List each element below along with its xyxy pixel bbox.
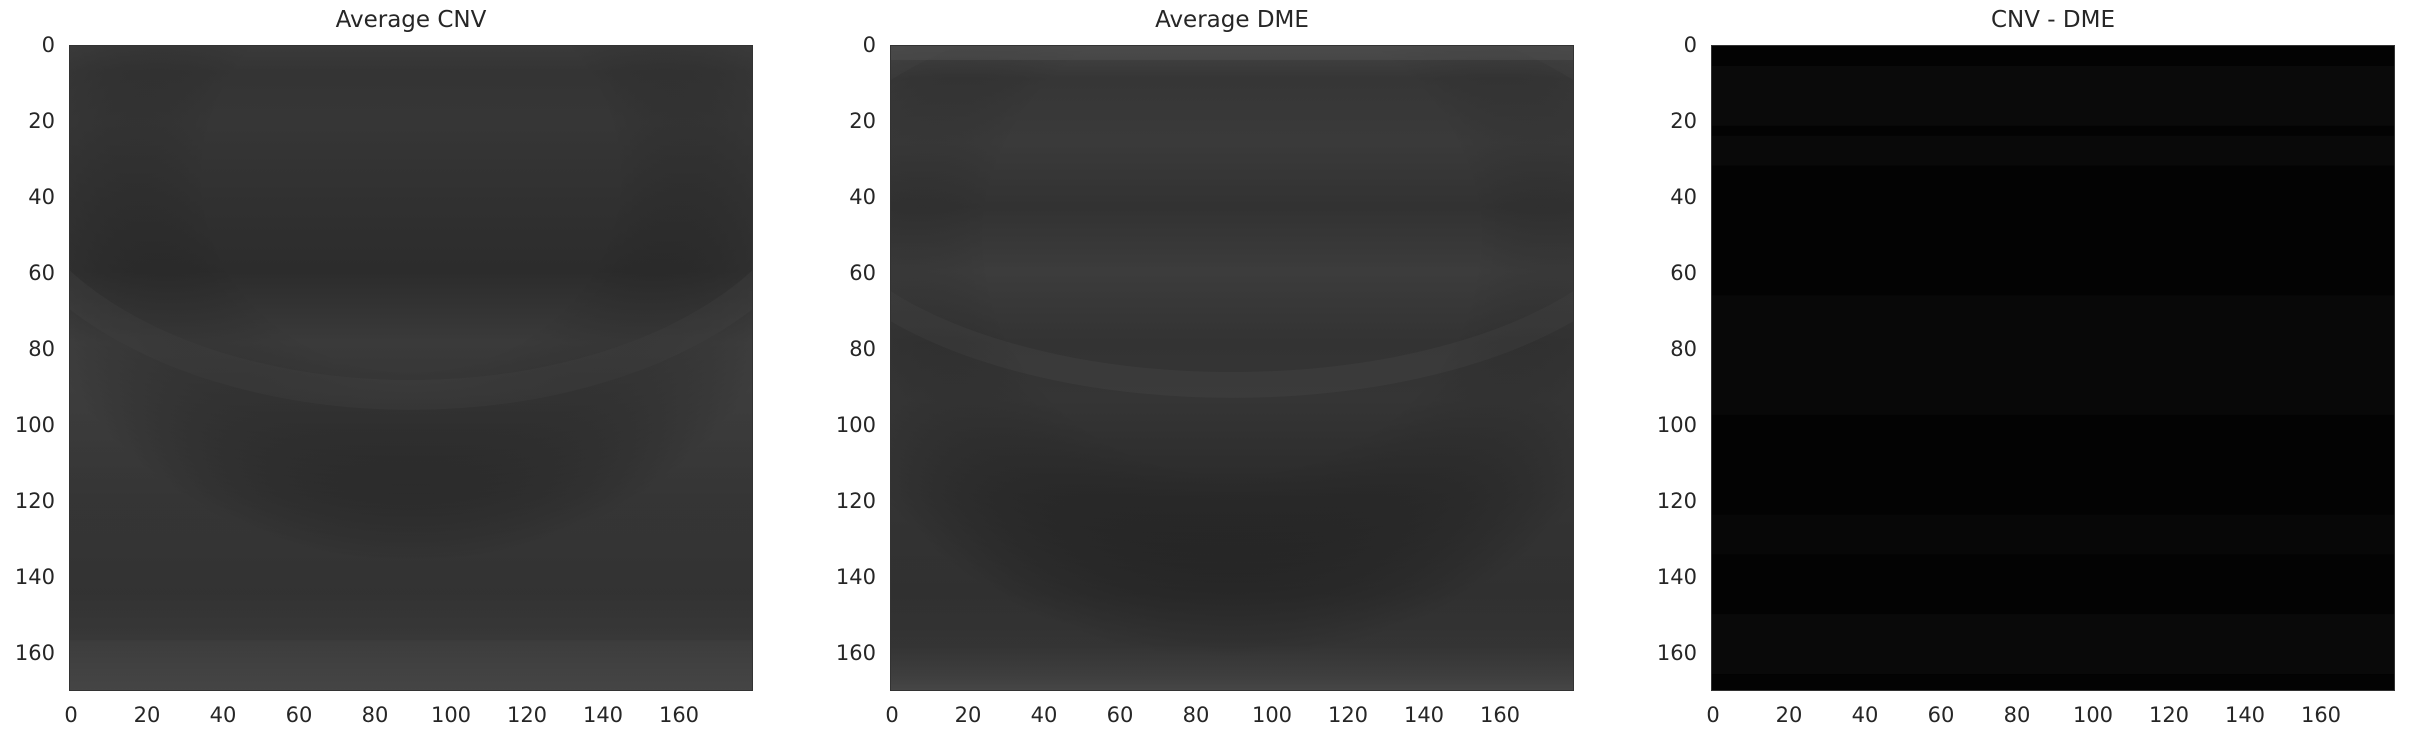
- y-tick-label: 0: [1683, 33, 1697, 57]
- y-tick-label: 20: [849, 109, 876, 133]
- x-tick-label: 100: [430, 703, 472, 727]
- x-tick-label: 100: [1251, 703, 1293, 727]
- x-tick-label: 120: [506, 703, 548, 727]
- x-tick-label: 100: [2072, 703, 2114, 727]
- x-tick-label: 60: [1927, 703, 1955, 727]
- x-tick-label: 60: [285, 703, 313, 727]
- chart-title: CNV - DME: [1990, 7, 2115, 33]
- x-tick-label: 160: [2300, 703, 2342, 727]
- y-tick-label: 160: [14, 641, 55, 665]
- y-tick-label: 160: [1656, 641, 1697, 665]
- x-tick-label: 40: [1851, 703, 1879, 727]
- chart-title: Average CNV: [335, 7, 487, 33]
- y-tick-label: 80: [1670, 337, 1697, 361]
- y-tick-label: 20: [28, 109, 55, 133]
- x-tick-label: 40: [209, 703, 237, 727]
- x-tick-label: 20: [133, 703, 161, 727]
- heatmap-image: [69, 45, 753, 691]
- x-tick-label: 160: [1479, 703, 1521, 727]
- x-tick-label: 160: [658, 703, 700, 727]
- x-tick-label: 0: [64, 703, 78, 727]
- y-tick-label: 40: [849, 185, 876, 209]
- x-tick-label: 80: [361, 703, 389, 727]
- x-tick-label: 140: [2224, 703, 2266, 727]
- chart-panel-average-dme: Average DME: [836, 7, 1574, 727]
- chart-panel-cnv-minus-dme: CNV - DME 0 20 40 60 80 100 120 140 160 …: [1657, 7, 2395, 727]
- y-tick-label: 160: [835, 641, 876, 665]
- y-tick-label: 140: [1656, 565, 1697, 589]
- x-tick-label: 80: [1182, 703, 1210, 727]
- y-tick-label: 140: [14, 565, 55, 589]
- chart-panel-average-cnv: Average CNV: [15, 7, 753, 727]
- y-tick-label: 60: [1670, 261, 1697, 285]
- x-tick-label: 120: [1327, 703, 1369, 727]
- y-tick-label: 120: [835, 489, 876, 513]
- x-tick-label: 60: [1106, 703, 1134, 727]
- y-tick-label: 120: [1656, 489, 1697, 513]
- y-tick-label: 100: [14, 413, 55, 437]
- x-tick-label: 140: [1403, 703, 1445, 727]
- x-tick-label: 0: [1706, 703, 1720, 727]
- x-tick-label: 80: [2003, 703, 2031, 727]
- y-tick-label: 0: [862, 33, 876, 57]
- y-tick-label: 40: [28, 185, 55, 209]
- y-tick-label: 120: [14, 489, 55, 513]
- y-tick-label: 140: [835, 565, 876, 589]
- y-tick-label: 60: [849, 261, 876, 285]
- y-tick-label: 60: [28, 261, 55, 285]
- y-tick-label: 0: [41, 33, 55, 57]
- y-tick-label: 100: [835, 413, 876, 437]
- x-tick-label: 140: [582, 703, 624, 727]
- y-tick-label: 80: [28, 337, 55, 361]
- chart-title: Average DME: [1155, 7, 1309, 33]
- heatmap-image: [1711, 45, 2395, 691]
- x-tick-label: 20: [1775, 703, 1803, 727]
- x-tick-label: 20: [954, 703, 982, 727]
- heatmap-image: [890, 45, 1574, 691]
- x-tick-label: 40: [1030, 703, 1058, 727]
- y-tick-label: 40: [1670, 185, 1697, 209]
- x-tick-label: 120: [2148, 703, 2190, 727]
- y-tick-label: 100: [1656, 413, 1697, 437]
- y-tick-label: 20: [1670, 109, 1697, 133]
- y-tick-label: 80: [849, 337, 876, 361]
- x-tick-label: 0: [885, 703, 899, 727]
